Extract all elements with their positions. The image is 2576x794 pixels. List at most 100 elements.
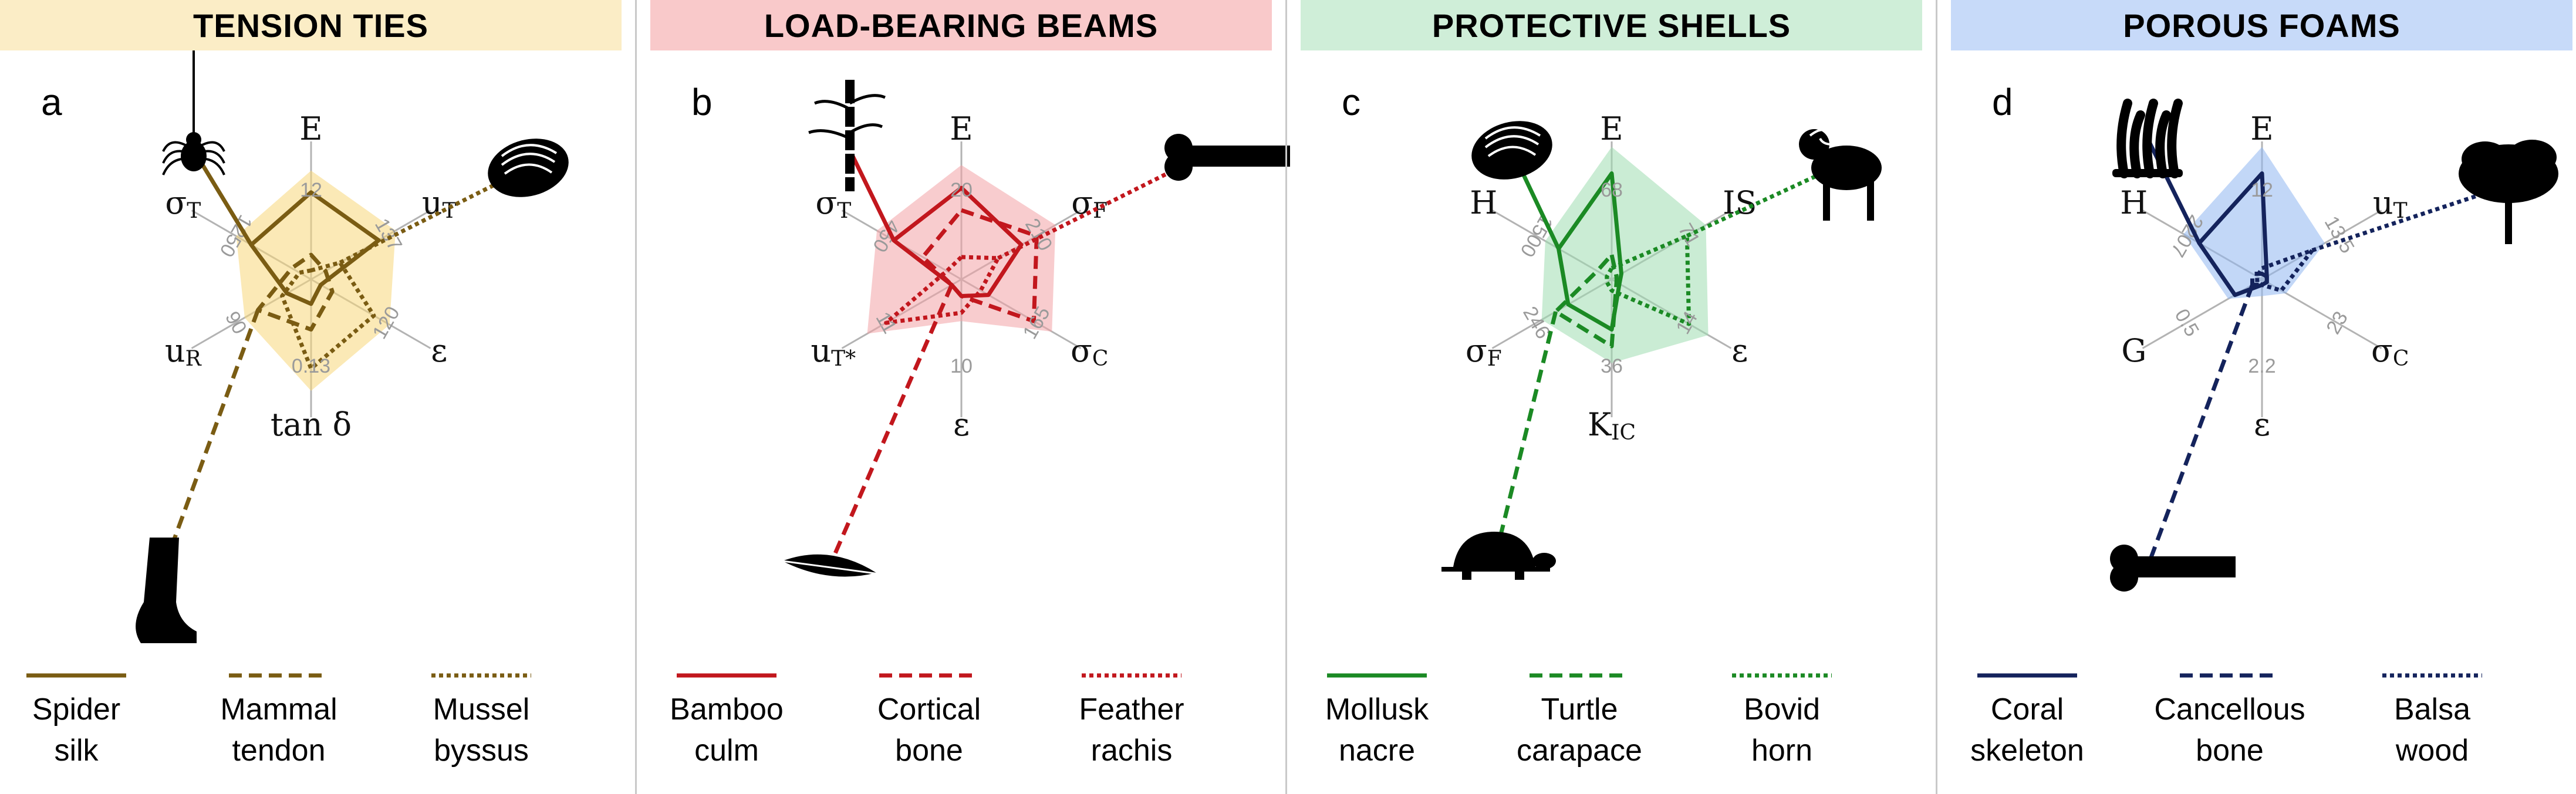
mussel-icon bbox=[488, 138, 569, 197]
panel-letter: c bbox=[1342, 81, 1360, 123]
legend-label: Coral bbox=[1991, 692, 2064, 727]
abalone-shell-icon bbox=[1471, 121, 1552, 180]
series-polygon bbox=[1605, 234, 1692, 326]
legend-label: byssus bbox=[434, 734, 529, 768]
axis-label: E bbox=[950, 110, 973, 147]
axis-label: σT bbox=[165, 184, 201, 223]
legend-label: rachis bbox=[1091, 734, 1173, 768]
human-leg-icon bbox=[136, 538, 197, 643]
axis-label: E bbox=[2250, 110, 2273, 147]
series-polygon bbox=[2255, 248, 2315, 293]
legend-label: Mussel bbox=[433, 692, 530, 727]
icon-connector bbox=[2311, 183, 2510, 252]
legend-label: Spider bbox=[32, 692, 120, 727]
panel-letter: b bbox=[691, 81, 713, 123]
axis-label: uT* bbox=[811, 332, 856, 371]
series-polygon bbox=[2250, 272, 2269, 287]
panel-header: TENSION TIES bbox=[0, 0, 622, 50]
legend-label: Mammal bbox=[220, 692, 337, 727]
tick-label: 12 bbox=[300, 179, 322, 201]
radar-chart: d1213.5232.20.52207EuTσCεGHCoralskeleton… bbox=[1970, 81, 2558, 768]
axis-label: σT bbox=[815, 184, 851, 223]
range-envelope bbox=[1541, 147, 1709, 363]
tree-icon bbox=[2459, 140, 2558, 244]
bone-icon bbox=[1164, 134, 1290, 181]
radar-chart: c687114362461500EISεKICσFHMollusknacreTu… bbox=[1325, 81, 1882, 768]
panel-title: POROUS FOAMS bbox=[2123, 6, 2401, 44]
axis-label: ε bbox=[2254, 406, 2270, 443]
series-polygon bbox=[1554, 252, 1619, 349]
legend-label: Feather bbox=[1079, 692, 1184, 727]
legend-label: Balsa bbox=[2394, 692, 2470, 727]
axis-label: ε bbox=[953, 406, 970, 443]
tick-label: 13.5 bbox=[2320, 212, 2359, 257]
coral-icon bbox=[2112, 99, 2183, 178]
axis-label: σF bbox=[1071, 184, 1108, 223]
ram-icon bbox=[1799, 129, 1882, 221]
radar-chart: b202101651011450EσFσCεuT*σTBambooculmCor… bbox=[670, 80, 1290, 768]
legend-label: Bamboo bbox=[670, 692, 784, 727]
axis-label: H bbox=[2120, 184, 2148, 221]
legend-label: bone bbox=[895, 734, 963, 768]
series-polygon bbox=[256, 252, 335, 332]
panel-header: PROTECTIVE SHELLS bbox=[1301, 0, 1922, 50]
legend-label: tendon bbox=[232, 734, 325, 768]
feather-icon bbox=[773, 554, 880, 577]
axis-label: KIC bbox=[1588, 406, 1636, 445]
panel-divider bbox=[1936, 0, 1937, 794]
panel-divider bbox=[635, 0, 637, 794]
panel-header: POROUS FOAMS bbox=[1951, 0, 2572, 50]
axis-label: σF bbox=[1466, 332, 1502, 371]
axis-label: uT bbox=[422, 184, 457, 223]
legend-label: nacre bbox=[1339, 734, 1415, 768]
legend-label: Mollusk bbox=[1325, 692, 1429, 727]
legend-label: culm bbox=[694, 734, 759, 768]
axis-label: ε bbox=[431, 332, 447, 369]
axis-label: uR bbox=[165, 332, 202, 371]
axis-label: H bbox=[1470, 184, 1497, 221]
turtle-icon bbox=[1441, 532, 1556, 580]
legend-label: horn bbox=[1751, 734, 1812, 768]
legend-label: silk bbox=[54, 734, 99, 768]
legend-label: skeleton bbox=[1970, 734, 2084, 768]
legend-label: bone bbox=[2196, 734, 2264, 768]
axis-label: G bbox=[2121, 332, 2146, 369]
tick-label: 36 bbox=[1601, 355, 1623, 377]
icon-connector bbox=[848, 149, 896, 242]
panel-letter: d bbox=[1992, 81, 2013, 123]
tick-label: 23 bbox=[2322, 308, 2352, 338]
icon-connector bbox=[2145, 284, 2254, 568]
icon-connector bbox=[1492, 311, 1558, 562]
panel-title: TENSION TIES bbox=[193, 6, 428, 44]
axis-label: σC bbox=[2371, 332, 2409, 371]
panel-shells: PROTECTIVE SHELLS c 68 71 14 36 246 1500 E IS ε KIC… bbox=[1301, 0, 1944, 794]
tick-label: 2.2 bbox=[2248, 355, 2275, 377]
legend-label: Turtle bbox=[1541, 692, 1618, 727]
legend-label: Cortical bbox=[877, 692, 981, 727]
axis-label: uT bbox=[2373, 184, 2408, 223]
legend-label: Cancellous bbox=[2154, 692, 2305, 727]
legend-label: Bovid bbox=[1744, 692, 1820, 727]
axis-label: tan δ bbox=[271, 406, 352, 443]
tick-label: 0.5 bbox=[2170, 305, 2204, 340]
axis-label: σC bbox=[1071, 332, 1108, 371]
bone-icon bbox=[2110, 545, 2236, 592]
axis-label: E bbox=[299, 110, 322, 147]
tick-label: 10 bbox=[950, 355, 973, 377]
legend-label: wood bbox=[2395, 734, 2469, 768]
panel-divider bbox=[1285, 0, 1287, 794]
series-polygon bbox=[884, 255, 1001, 325]
panel-title: PROTECTIVE SHELLS bbox=[1432, 6, 1791, 44]
axis-label: IS bbox=[1723, 184, 1757, 221]
tick-label: 68 bbox=[1601, 179, 1623, 201]
panel-title: LOAD-BEARING BEAMS bbox=[764, 6, 1159, 44]
tick-label: 12 bbox=[2251, 179, 2273, 201]
range-envelope bbox=[2183, 147, 2325, 299]
bamboo-icon bbox=[808, 80, 886, 191]
axis-label: ε bbox=[1731, 332, 1748, 369]
axis-label: E bbox=[1600, 110, 1623, 147]
